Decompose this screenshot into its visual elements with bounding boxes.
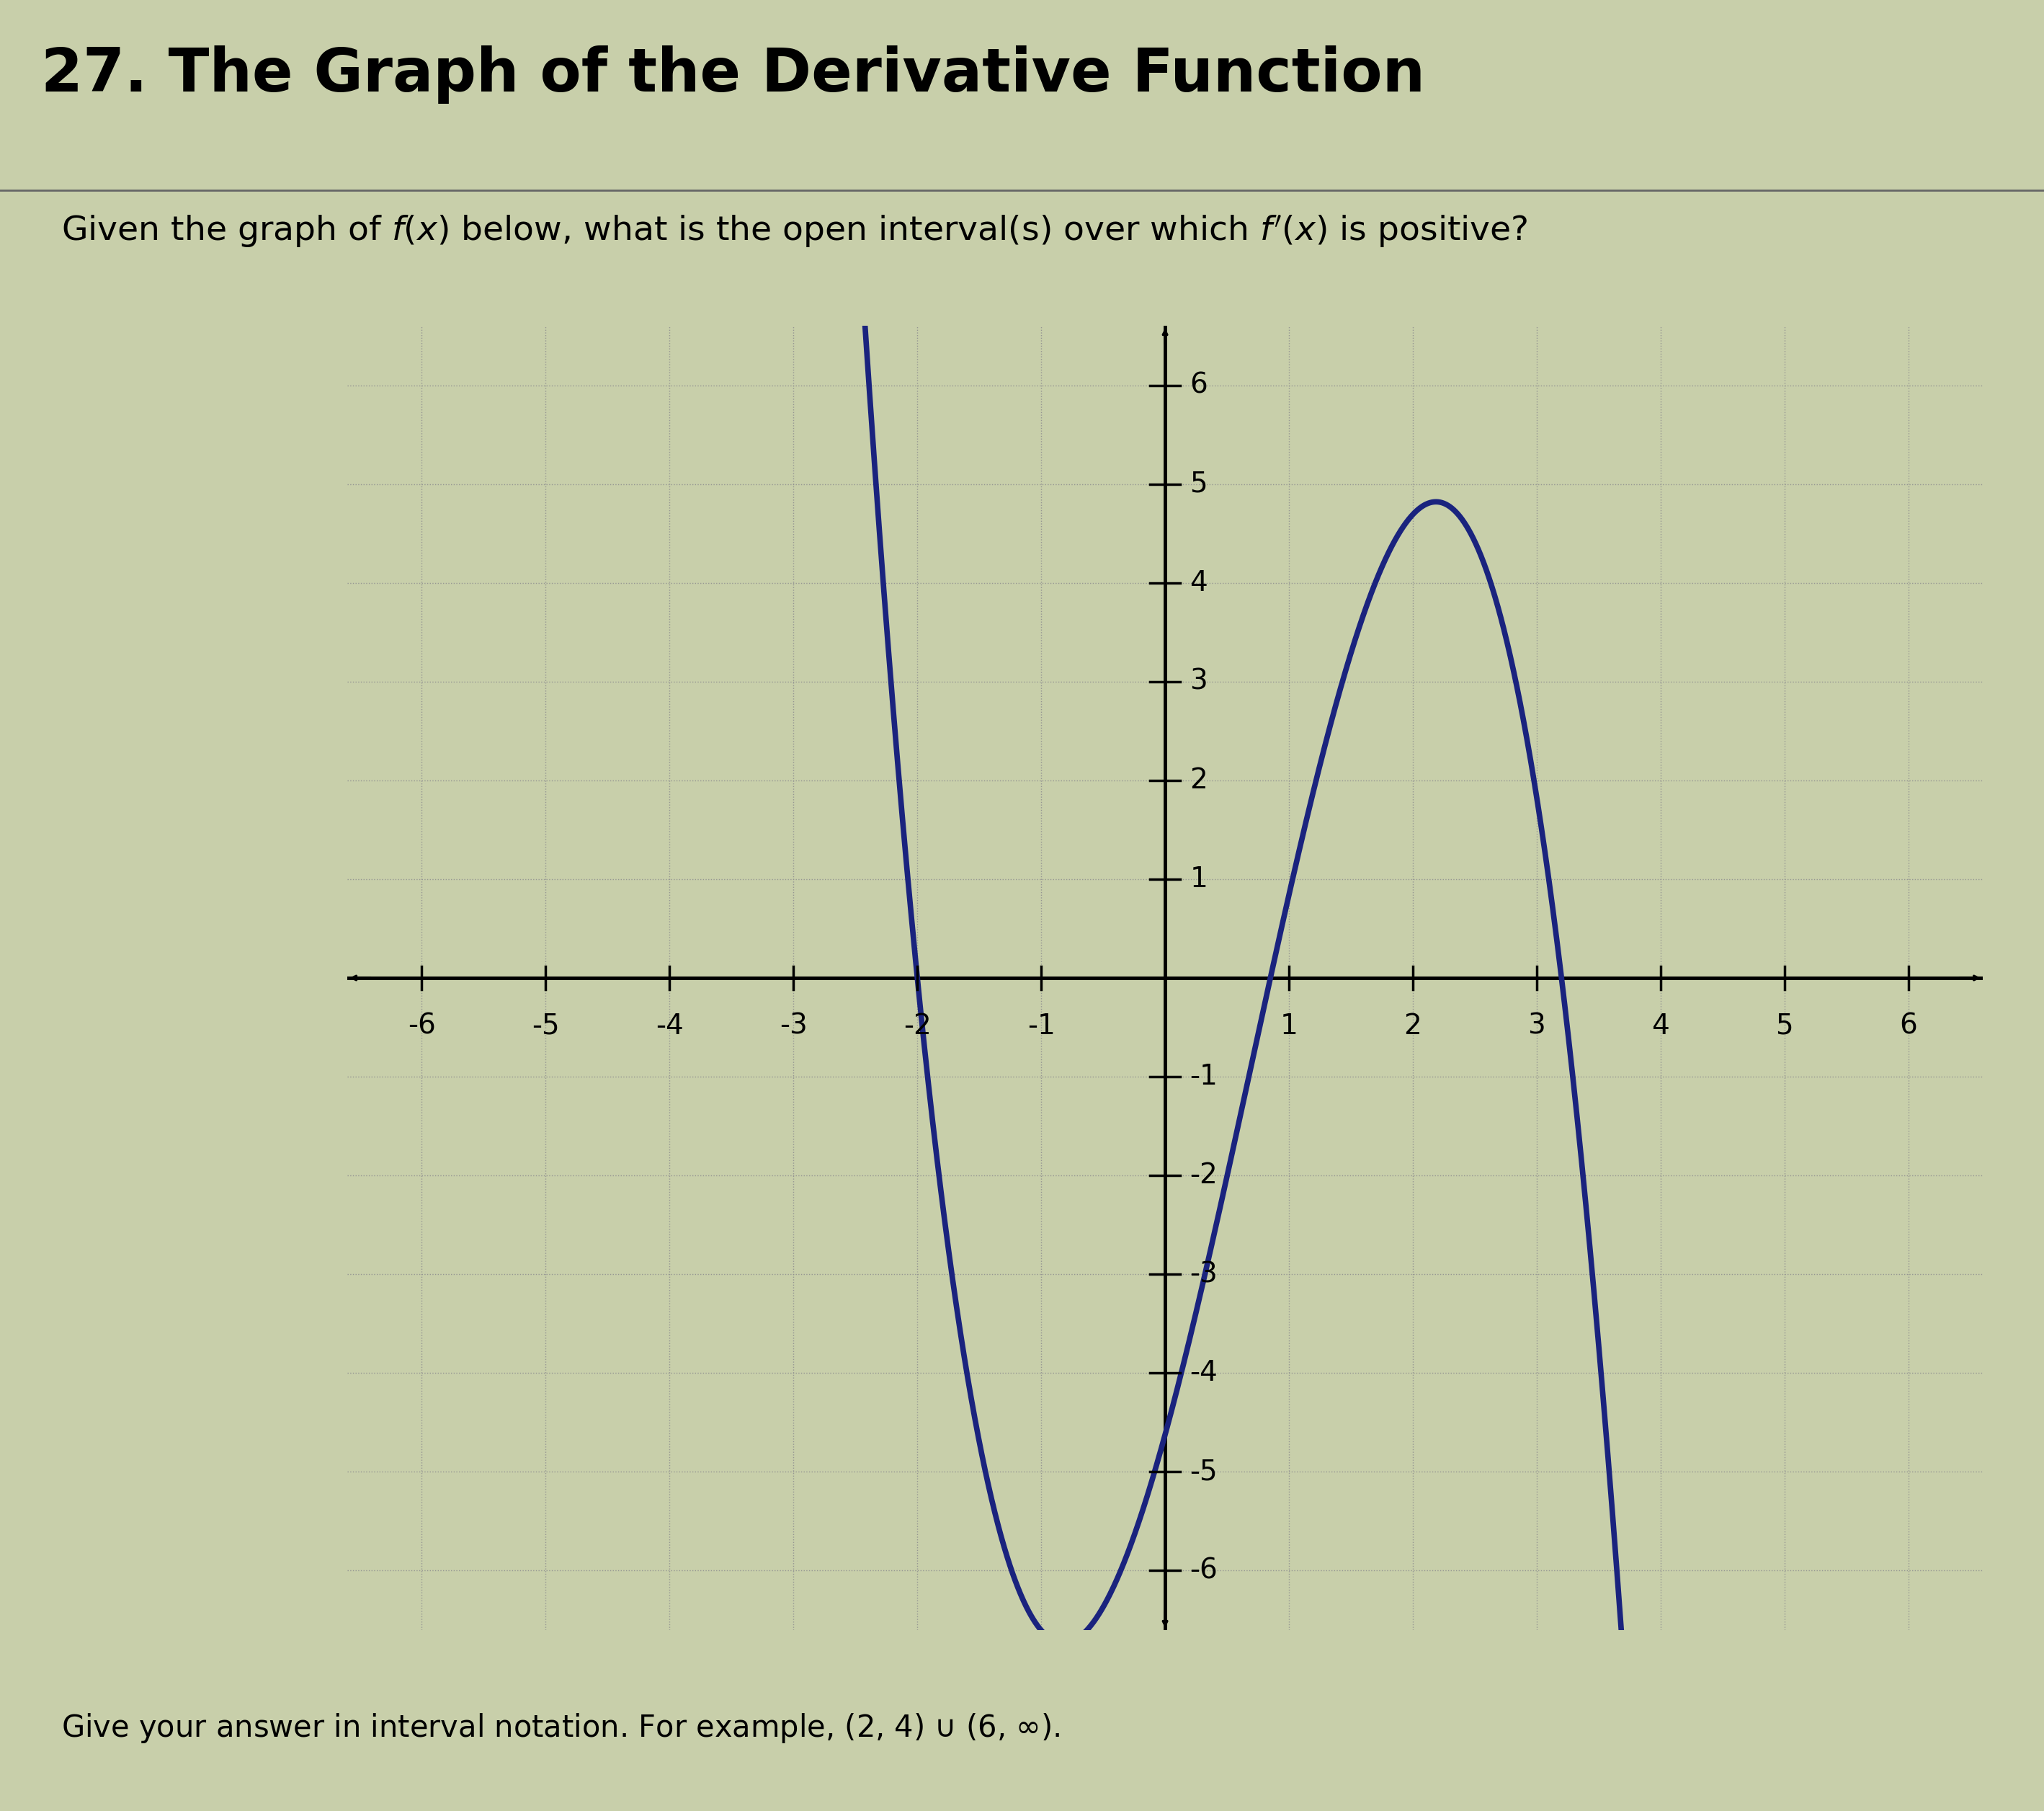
Text: 6: 6 bbox=[1190, 371, 1208, 398]
Text: 2: 2 bbox=[1190, 766, 1208, 793]
Text: -2: -2 bbox=[903, 1012, 932, 1040]
Text: 4: 4 bbox=[1190, 569, 1208, 596]
Text: Given the graph of $f(x)$ below, what is the open interval(s) over which $f'(x)$: Given the graph of $f(x)$ below, what is… bbox=[61, 214, 1529, 250]
Text: 27. The Graph of the Derivative Function: 27. The Graph of the Derivative Function bbox=[41, 45, 1425, 103]
Text: -2: -2 bbox=[1190, 1163, 1218, 1190]
Text: -3: -3 bbox=[779, 1012, 807, 1040]
Text: 5: 5 bbox=[1190, 471, 1208, 498]
Text: 2: 2 bbox=[1404, 1012, 1423, 1040]
Text: -1: -1 bbox=[1190, 1063, 1218, 1090]
Text: 3: 3 bbox=[1527, 1012, 1545, 1040]
Text: Give your answer in interval notation. For example, (2, 4) $\cup$ (6, $\infty$).: Give your answer in interval notation. F… bbox=[61, 1711, 1061, 1744]
Text: 6: 6 bbox=[1899, 1012, 1917, 1040]
Text: -1: -1 bbox=[1028, 1012, 1055, 1040]
Text: -5: -5 bbox=[1190, 1458, 1218, 1485]
Text: 1: 1 bbox=[1190, 866, 1208, 893]
Text: -4: -4 bbox=[656, 1012, 683, 1040]
Text: 1: 1 bbox=[1280, 1012, 1298, 1040]
Text: 5: 5 bbox=[1776, 1012, 1793, 1040]
Text: 3: 3 bbox=[1190, 668, 1208, 695]
Text: -6: -6 bbox=[409, 1012, 435, 1040]
Text: 4: 4 bbox=[1652, 1012, 1670, 1040]
Text: -4: -4 bbox=[1190, 1360, 1218, 1387]
Text: -3: -3 bbox=[1190, 1260, 1218, 1288]
Text: -5: -5 bbox=[531, 1012, 560, 1040]
Text: -6: -6 bbox=[1190, 1557, 1218, 1585]
